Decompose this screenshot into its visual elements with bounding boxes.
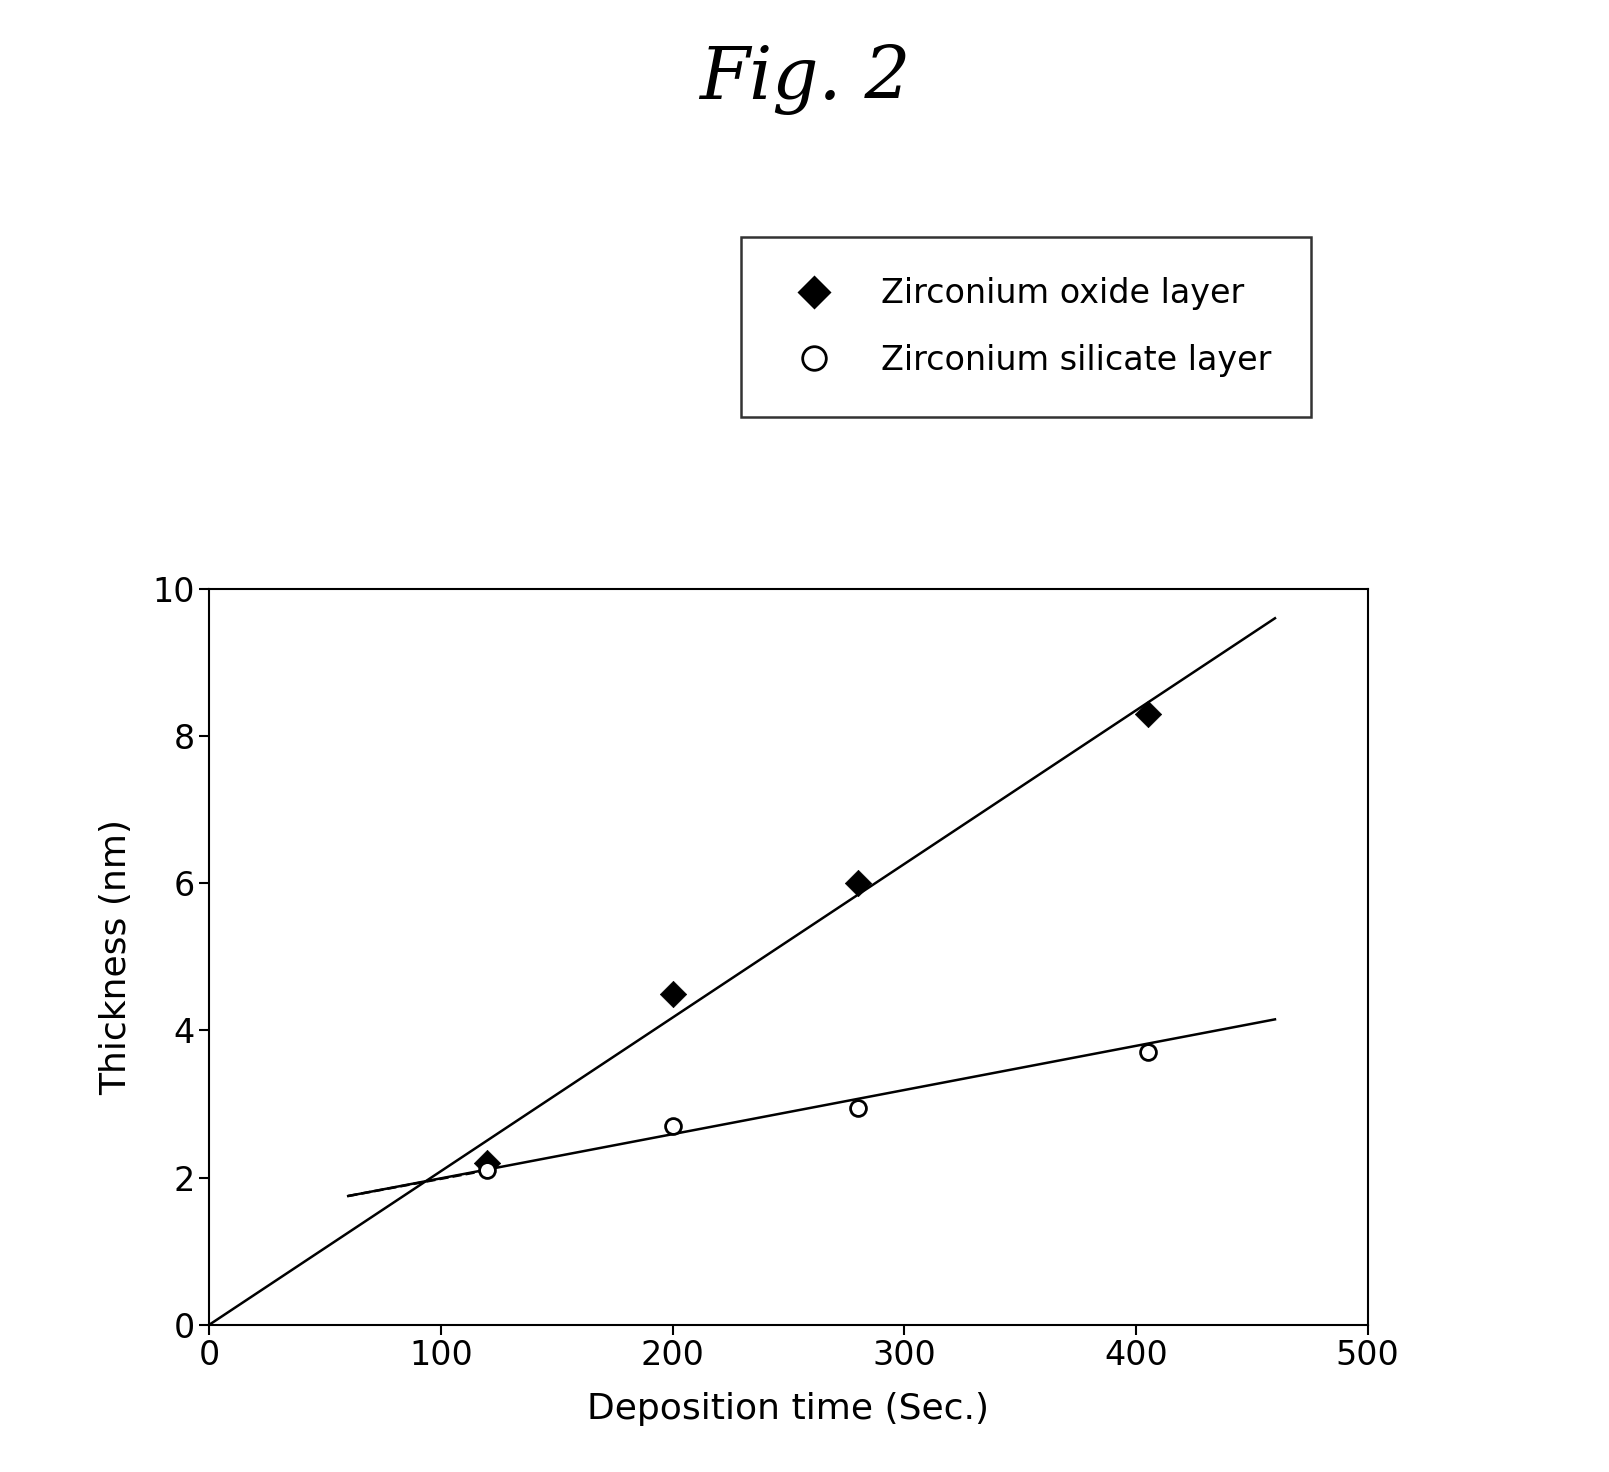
Point: [845, 1095, 870, 1119]
Legend: Zirconium oxide layer, Zirconium silicate layer: Zirconium oxide layer, Zirconium silicat…: [740, 237, 1311, 417]
Text: Fig. 2: Fig. 2: [698, 44, 911, 115]
Point: [475, 1151, 500, 1175]
Y-axis label: Thickness (nm): Thickness (nm): [98, 818, 132, 1095]
Point: [660, 982, 685, 1005]
Point: [475, 1158, 500, 1182]
Point: [845, 871, 870, 895]
Point: [660, 1114, 685, 1138]
X-axis label: Deposition time (Sec.): Deposition time (Sec.): [587, 1393, 990, 1426]
Point: [1134, 1041, 1160, 1064]
Point: [1134, 702, 1160, 726]
